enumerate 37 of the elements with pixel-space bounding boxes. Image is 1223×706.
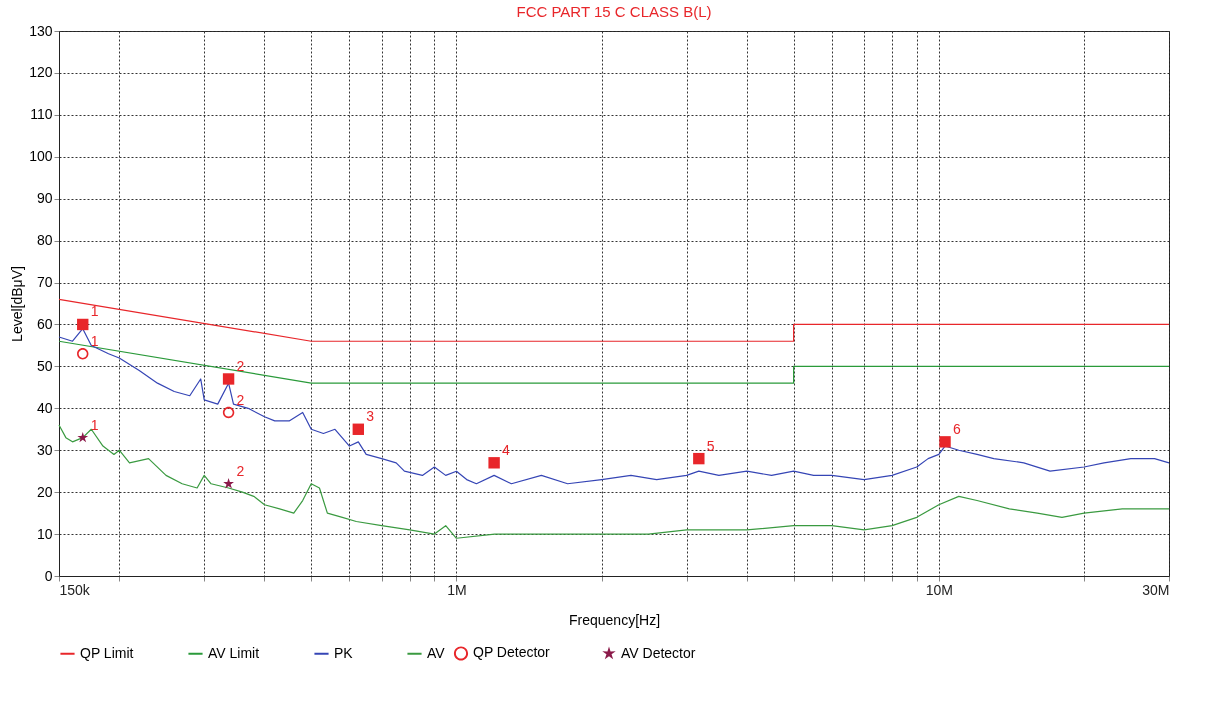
y-tick-label: 110 — [30, 106, 53, 123]
annotation: 6 — [953, 420, 962, 437]
annotation: 5 — [706, 437, 715, 454]
annotation: 2 — [236, 391, 245, 408]
y-tick-label: 100 — [29, 148, 53, 165]
chart-title: FCC PART 15 C CLASS B(L) — [516, 3, 712, 20]
annotation: 1 — [90, 332, 99, 349]
legend-label: AV Detector — [621, 644, 696, 661]
y-tick-label: 10 — [36, 525, 53, 542]
legend-label: QP Limit — [80, 644, 134, 661]
annotation: 3 — [366, 408, 375, 425]
legend-label: PK — [334, 644, 354, 661]
annotation: 2 — [236, 357, 245, 374]
y-tick-label: 130 — [29, 22, 53, 39]
x-tick-label: 30M — [1142, 581, 1170, 598]
y-tick-label: 80 — [36, 232, 53, 249]
annotation: 2 — [236, 462, 245, 479]
x-tick-label: 10M — [925, 581, 953, 598]
legend-label: AV — [427, 644, 446, 661]
y-tick-label: 30 — [36, 441, 53, 458]
y-axis-title: Level[dBμV] — [9, 266, 26, 342]
x-axis-title: Frequency[Hz] — [568, 611, 661, 628]
x-tick-label: 1M — [447, 581, 467, 598]
y-tick-label: 40 — [36, 399, 53, 416]
legend-label: AV Limit — [208, 644, 260, 661]
y-tick-label: 90 — [36, 190, 53, 207]
x-tick-label: 150k — [59, 581, 91, 598]
legend-label: QP Detector — [473, 644, 551, 661]
annotation: 1 — [90, 303, 99, 320]
annotation: 4 — [502, 441, 511, 458]
y-tick-label: 120 — [29, 64, 53, 81]
y-tick-label: 50 — [36, 357, 53, 374]
y-tick-label: 0 — [44, 567, 53, 584]
y-tick-label: 20 — [36, 483, 53, 500]
annotation: 1 — [90, 416, 99, 433]
y-tick-label: 60 — [36, 315, 53, 332]
y-tick-label: 70 — [36, 274, 53, 291]
